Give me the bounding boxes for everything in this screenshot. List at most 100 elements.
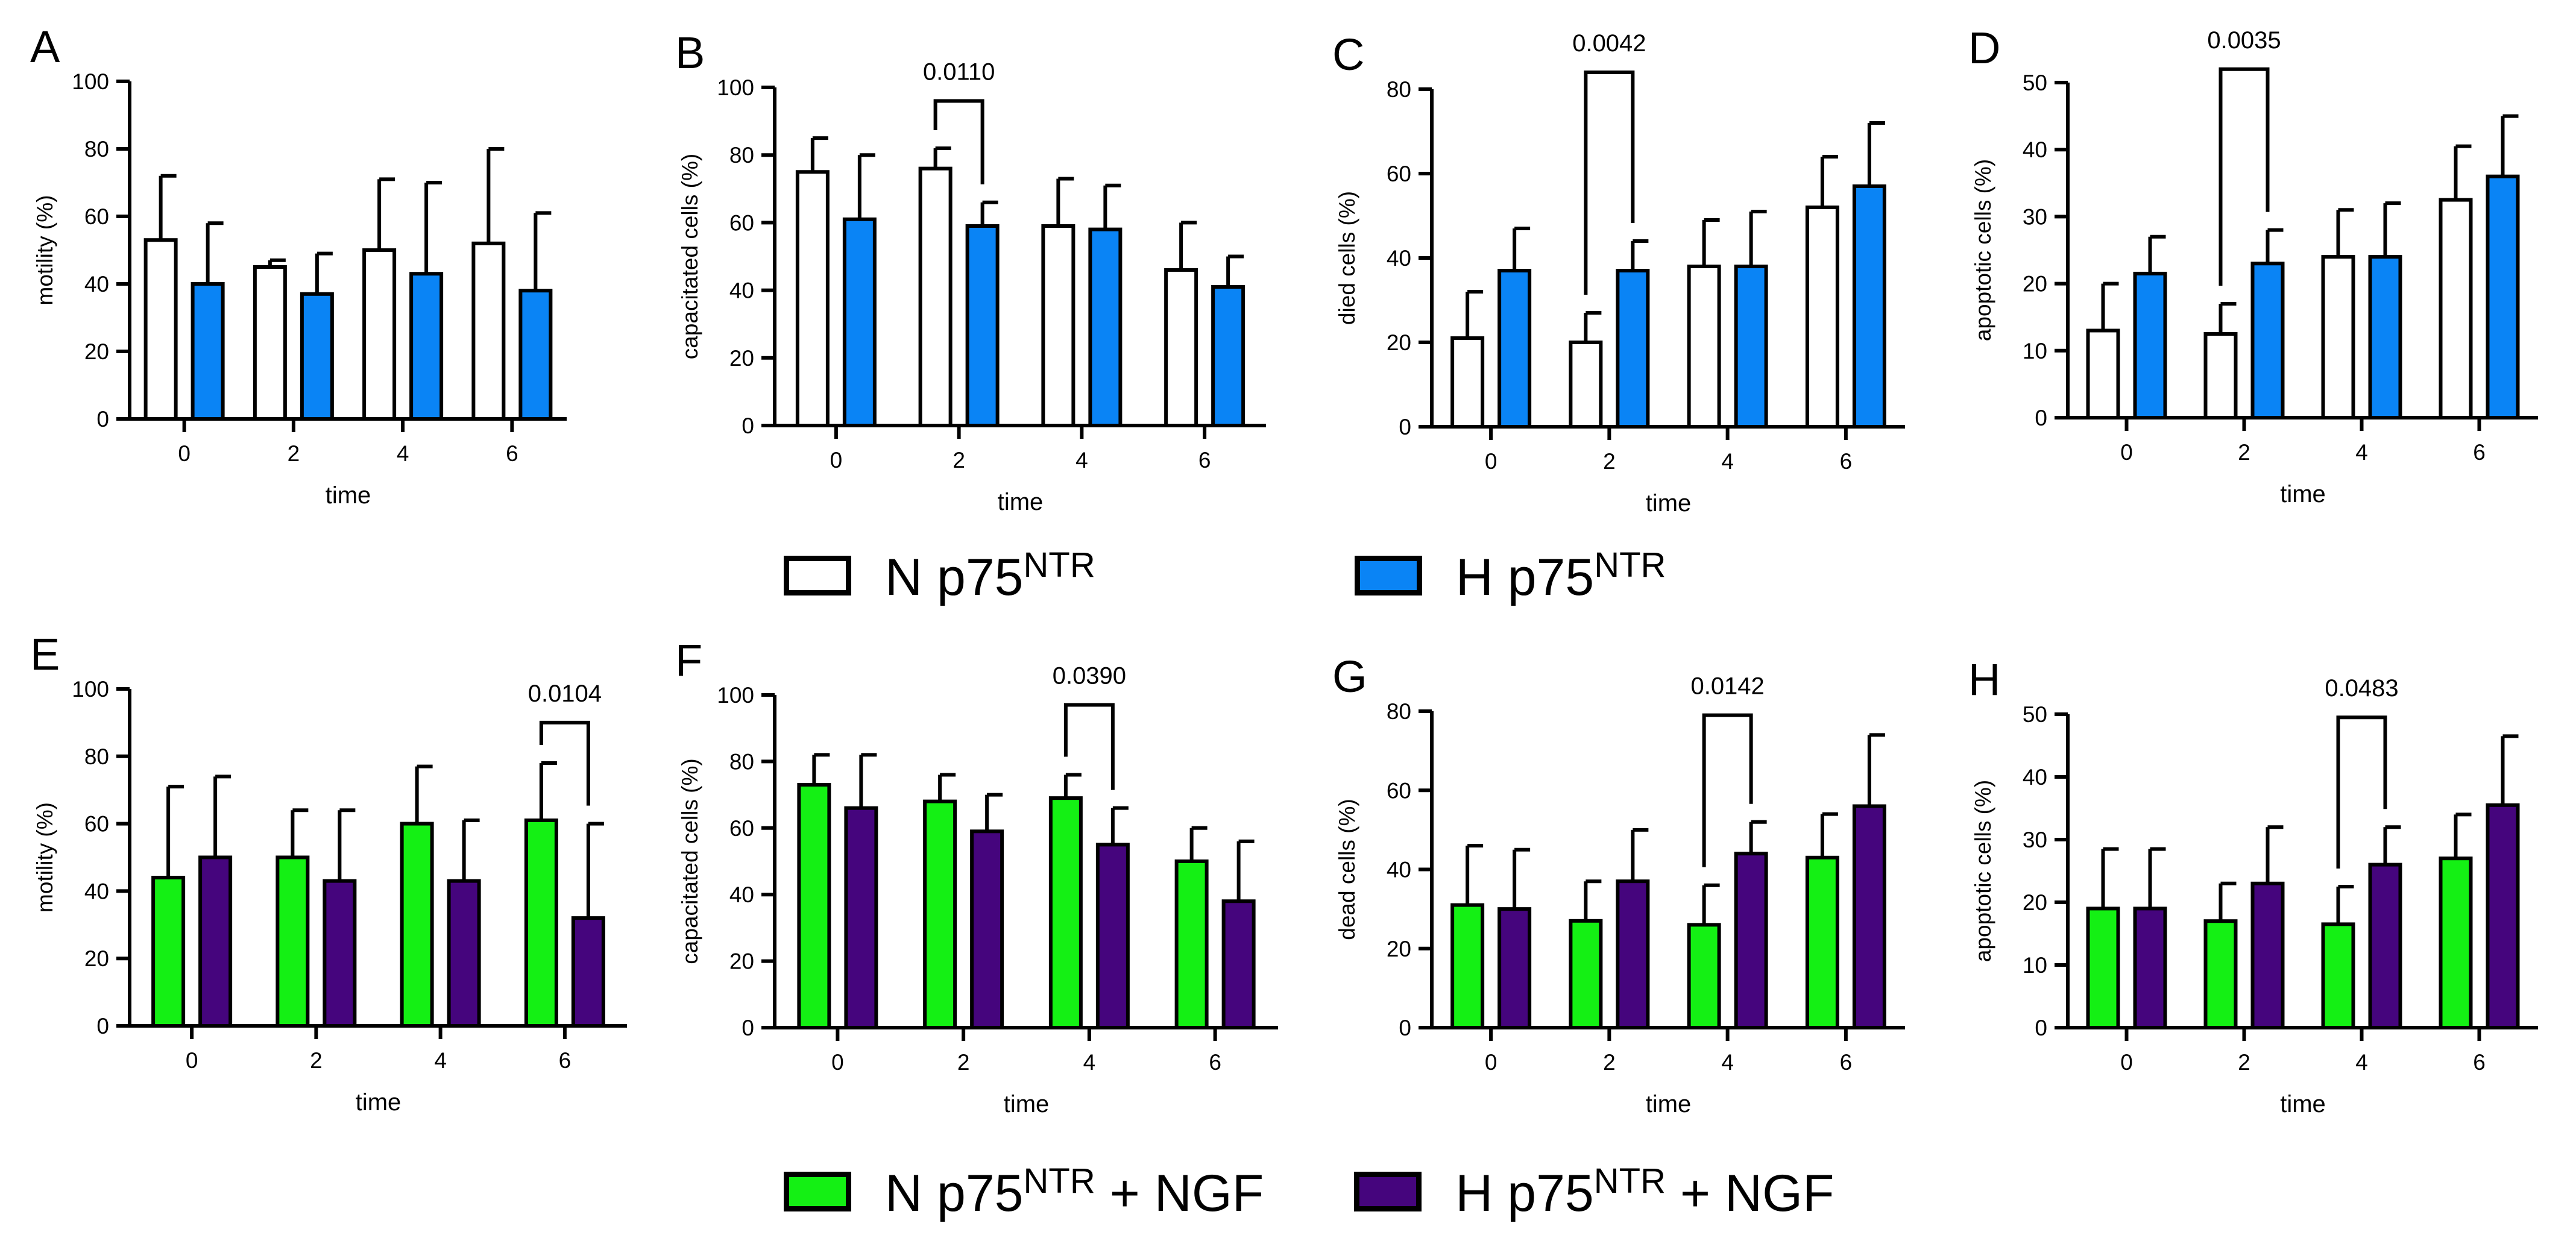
bar-g xyxy=(1616,879,1650,1029)
p-value-label-h: 0.0483 xyxy=(2325,675,2398,702)
bar-h xyxy=(2086,907,2120,1030)
x-axis-label-h: time xyxy=(2280,1091,2326,1117)
bar-a xyxy=(191,282,225,421)
significance-bracket-b xyxy=(933,99,984,184)
x-tick-label-b: 6 xyxy=(1198,448,1211,473)
legend-item-n-p75ntr: N p75NTR xyxy=(784,548,1095,603)
bar-b xyxy=(795,170,830,427)
y-tick-label-b: 40 xyxy=(729,278,754,303)
p-value-label-e: 0.0104 xyxy=(528,680,602,707)
significance-bracket-c xyxy=(1584,71,1635,295)
x-tick-label-c: 6 xyxy=(1840,449,1853,474)
panel-d: D 0 10 20 30 40 50 apoptotic cells (%) time 0 2 4 6 0… xyxy=(1968,23,2538,507)
y-tick-label-g: 20 xyxy=(1387,937,1411,961)
y-tick-label-a: 20 xyxy=(84,339,109,364)
bar-g xyxy=(1852,804,1886,1029)
bar-c xyxy=(1450,336,1485,429)
bar-h xyxy=(2203,919,2238,1029)
panel-letter-b: B xyxy=(675,28,705,78)
y-tick-label-h: 30 xyxy=(2023,828,2047,852)
x-axis-label-g: time xyxy=(1646,1091,1692,1117)
x-tick-label-a: 2 xyxy=(288,441,300,466)
y-axis-label-d: apoptotic cells (%) xyxy=(1971,159,1995,341)
bar-h xyxy=(2368,863,2402,1029)
bar-c xyxy=(1616,269,1650,429)
legend-item-h-p75ntr: H p75NTR xyxy=(1354,548,1666,603)
bar-g xyxy=(1805,855,1839,1029)
legend-swatch-n-p75ntr xyxy=(784,556,851,595)
bar-e xyxy=(323,879,357,1028)
y-tick-label-c: 80 xyxy=(1387,77,1411,102)
y-tick-label-f: 80 xyxy=(729,749,754,774)
x-tick-label-h: 6 xyxy=(2473,1050,2486,1075)
y-axis-label-g: dead cells (%) xyxy=(1335,799,1359,940)
y-tick-label-e: 60 xyxy=(84,812,109,837)
panel-letter-d: D xyxy=(1968,23,2000,73)
y-axis-label-a: motility (%) xyxy=(33,195,57,306)
bar-f xyxy=(1174,859,1209,1029)
x-tick-label-d: 0 xyxy=(2120,440,2133,465)
y-tick-label-d: 30 xyxy=(2023,204,2047,229)
y-tick-label-d: 10 xyxy=(2023,339,2047,363)
y-tick-label-d: 0 xyxy=(2035,406,2047,430)
x-tick-label-g: 6 xyxy=(1840,1050,1853,1075)
y-tick-label-c: 60 xyxy=(1387,162,1411,186)
y-tick-label-h: 40 xyxy=(2023,765,2047,790)
y-tick-label-b: 100 xyxy=(717,75,754,100)
y-tick-label-f: 100 xyxy=(717,683,754,708)
y-tick-label-b: 20 xyxy=(729,346,754,371)
bar-g xyxy=(1497,907,1532,1029)
x-axis-label-d: time xyxy=(2280,481,2326,507)
panel-h: H 0 10 20 30 40 50 apoptotic cells (%) time 0 2 4 6 0… xyxy=(1968,655,2538,1117)
p-value-label-d: 0.0035 xyxy=(2207,27,2281,54)
y-tick-label-a: 100 xyxy=(72,69,109,94)
bar-g xyxy=(1734,852,1768,1029)
y-tick-label-a: 80 xyxy=(84,137,109,162)
bar-e xyxy=(571,916,605,1028)
panel-e: E 0 20 40 60 80 100 motility (%) time 0 2 4 6 0.0104 xyxy=(30,629,627,1116)
bar-b xyxy=(1211,284,1245,427)
y-tick-label-f: 40 xyxy=(729,882,754,907)
p-value-label-g: 0.0142 xyxy=(1690,673,1764,700)
x-tick-label-e: 6 xyxy=(559,1048,572,1073)
x-tick-label-b: 0 xyxy=(830,448,843,473)
y-tick-label-e: 100 xyxy=(72,677,109,702)
y-tick-label-d: 20 xyxy=(2023,272,2047,297)
y-tick-label-h: 50 xyxy=(2023,702,2047,727)
y-tick-label-a: 0 xyxy=(96,407,109,432)
bar-e xyxy=(400,822,434,1028)
bar-a xyxy=(409,272,444,421)
bar-f xyxy=(1048,796,1083,1029)
bar-e xyxy=(524,819,558,1028)
y-axis-label-h: apoptotic cells (%) xyxy=(1971,780,1995,962)
x-tick-label-h: 4 xyxy=(2355,1050,2368,1075)
y-tick-label-d: 40 xyxy=(2023,137,2047,162)
x-tick-label-a: 6 xyxy=(506,441,518,466)
bar-b xyxy=(1088,227,1123,427)
bar-a xyxy=(471,241,506,421)
x-tick-label-a: 0 xyxy=(178,441,191,466)
y-tick-label-b: 60 xyxy=(729,210,754,235)
y-axis-label-f: capacitated cells (%) xyxy=(678,758,702,964)
panel-b: B 0 20 40 60 80 100 capacitated cells (%) time 0 2… xyxy=(675,28,1266,515)
bar-a xyxy=(253,265,287,421)
y-tick-label-d: 50 xyxy=(2023,71,2047,95)
y-tick-label-f: 60 xyxy=(729,816,754,841)
p-value-label-b: 0.0110 xyxy=(923,58,995,85)
bar-h xyxy=(2439,856,2473,1029)
bar-e xyxy=(151,876,186,1028)
bar-h xyxy=(2250,881,2285,1030)
legend-top: N p75NTR H p75NTR xyxy=(784,542,1666,609)
y-tick-label-a: 40 xyxy=(84,272,109,297)
x-tick-label-b: 2 xyxy=(953,448,965,473)
legend-label-h-p75ntr-ngf: H p75NTR + NGF xyxy=(1455,1161,1834,1222)
legend-label-n-p75ntr: N p75NTR xyxy=(885,545,1095,606)
significance-bracket-g xyxy=(1702,713,1753,867)
panel-f: F 0 20 40 60 80 100 capacitated cells (%) time 0 2… xyxy=(675,635,1278,1117)
bar-b xyxy=(965,224,1000,427)
bar-d xyxy=(2086,328,2120,419)
bar-a xyxy=(143,238,178,421)
bar-f xyxy=(923,799,957,1029)
y-tick-label-f: 20 xyxy=(729,949,754,974)
bar-g xyxy=(1687,923,1721,1029)
